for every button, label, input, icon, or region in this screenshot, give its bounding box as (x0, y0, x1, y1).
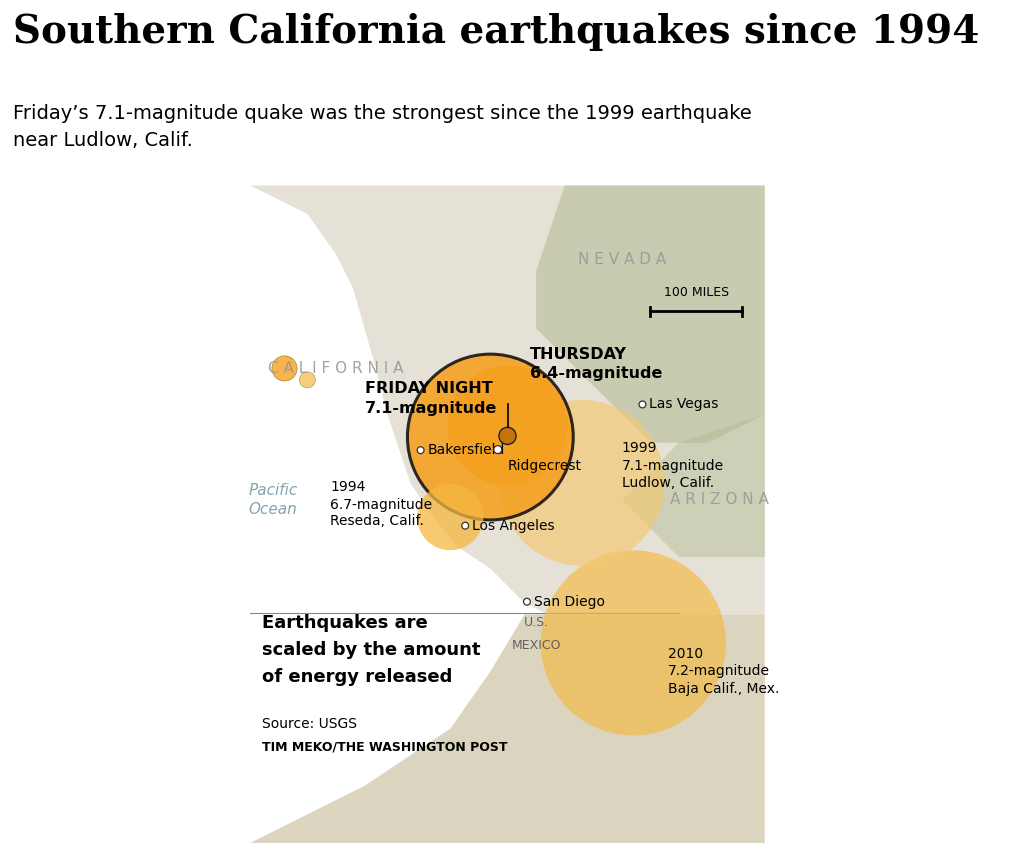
Polygon shape (251, 615, 764, 843)
Text: N E V A D A: N E V A D A (578, 252, 666, 267)
Text: Reseda, Calif.: Reseda, Calif. (330, 513, 424, 528)
Text: A R I Z O N A: A R I Z O N A (670, 492, 768, 507)
Text: 7.2-magnitude: 7.2-magnitude (668, 664, 769, 679)
Text: Baja Calif., Mex.: Baja Calif., Mex. (668, 682, 779, 695)
Text: Ludlow, Calif.: Ludlow, Calif. (622, 475, 714, 490)
Text: 1999: 1999 (622, 442, 658, 455)
Text: TIM MEKO/THE WASHINGTON POST: TIM MEKO/THE WASHINGTON POST (262, 740, 508, 753)
Text: 7.1-magnitude: 7.1-magnitude (622, 459, 724, 473)
Text: C A L I F O R N I A: C A L I F O R N I A (268, 361, 404, 376)
Text: 2010: 2010 (668, 647, 702, 661)
Circle shape (417, 447, 424, 454)
Text: San Diego: San Diego (534, 594, 605, 609)
Text: Los Angeles: Los Angeles (472, 518, 554, 533)
Text: Southern California earthquakes since 1994: Southern California earthquakes since 19… (13, 13, 979, 51)
Polygon shape (622, 414, 764, 557)
Text: Source: USGS: Source: USGS (262, 717, 356, 731)
Text: Ridgecrest: Ridgecrest (508, 459, 582, 473)
Text: U.S.: U.S. (524, 616, 549, 630)
Circle shape (407, 354, 573, 520)
Text: 6.7-magnitude: 6.7-magnitude (330, 497, 432, 512)
Text: THURSDAY: THURSDAY (531, 346, 627, 362)
Circle shape (299, 372, 316, 388)
Text: 7.1-magnitude: 7.1-magnitude (364, 401, 497, 416)
Circle shape (499, 400, 665, 566)
Circle shape (639, 401, 646, 408)
Text: 100 MILES: 100 MILES (664, 286, 729, 298)
Polygon shape (536, 185, 764, 443)
Polygon shape (251, 185, 764, 615)
Text: 6.4-magnitude: 6.4-magnitude (531, 366, 663, 380)
Circle shape (541, 550, 726, 735)
Text: Bakersfield: Bakersfield (427, 443, 504, 457)
Text: Pacific
Ocean: Pacific Ocean (249, 482, 297, 518)
Text: Las Vegas: Las Vegas (650, 397, 719, 411)
Circle shape (499, 427, 516, 444)
Circle shape (462, 522, 469, 529)
Circle shape (493, 446, 501, 454)
Text: FRIDAY NIGHT: FRIDAY NIGHT (364, 381, 492, 396)
Text: MEXICO: MEXICO (512, 639, 561, 652)
Text: Earthquakes are
scaled by the amount
of energy released: Earthquakes are scaled by the amount of … (262, 615, 480, 686)
Circle shape (448, 366, 567, 486)
Circle shape (417, 484, 483, 550)
Text: 1994: 1994 (330, 481, 365, 494)
Text: Friday’s 7.1-magnitude quake was the strongest since the 1999 earthquake
near Lu: Friday’s 7.1-magnitude quake was the str… (13, 104, 752, 150)
Circle shape (272, 356, 297, 381)
Circle shape (524, 599, 531, 605)
